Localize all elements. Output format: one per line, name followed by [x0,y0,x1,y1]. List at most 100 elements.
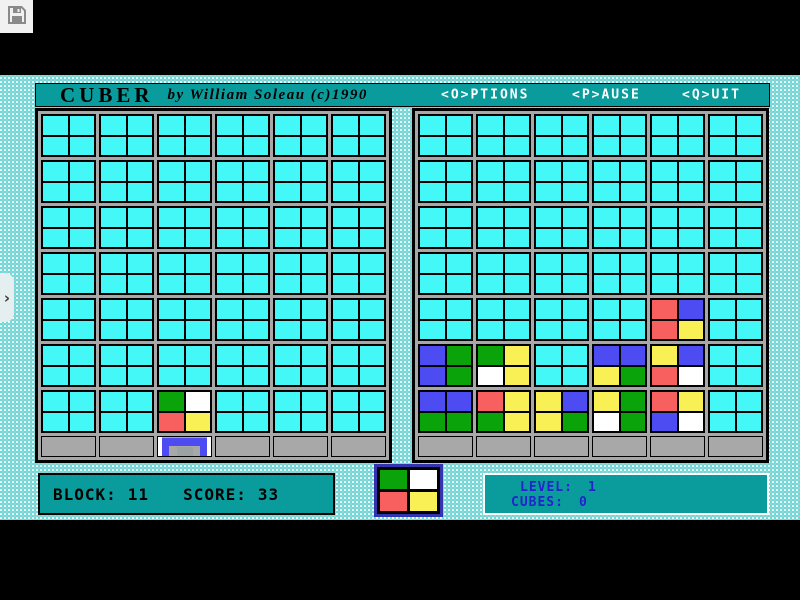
grid-cell [620,182,645,201]
grid-cell [69,412,94,431]
cubes-line: CUBES: 0 [511,495,767,510]
grid-cell [333,392,358,411]
block [650,206,705,249]
block [99,160,154,203]
block [476,252,531,295]
grid-cell [275,274,300,293]
game-title: CUBER [60,82,154,107]
grid-cell [736,162,761,181]
block [708,298,763,341]
grid-cell [275,392,300,411]
grid-cell [301,300,326,319]
grid-cell [185,392,210,411]
grid-cell [159,254,184,273]
grid-cell [301,366,326,385]
grid-cell [620,346,645,365]
menu-quit[interactable]: <Q>UIT [682,87,741,103]
grid-cell [101,412,126,431]
block [476,298,531,341]
grid-cell [594,300,619,319]
grid-cell [159,300,184,319]
grid-cell [736,274,761,293]
grid-cell [594,346,619,365]
grid-cell [101,346,126,365]
grid-cell [185,182,210,201]
save-button[interactable] [0,0,33,33]
grid-cell [69,208,94,227]
grid-cell [359,392,384,411]
grid-cell [359,208,384,227]
grid-cell [217,254,242,273]
board-left[interactable] [35,108,392,463]
level-value: 1 [587,480,597,495]
grid-cell [710,346,735,365]
grid-cell [301,136,326,155]
grid-cell [736,392,761,411]
block [331,206,386,249]
grid-cell [127,392,152,411]
grid-cell [101,274,126,293]
grid-cell [478,162,503,181]
block [708,252,763,295]
block [708,390,763,433]
block [99,298,154,341]
grid-cell [736,182,761,201]
menu-pause[interactable]: <P>AUSE [572,87,641,103]
grid-cell [678,116,703,135]
grid-cell [536,162,561,181]
block [418,298,473,341]
grid-cell [478,320,503,339]
grid-cell [594,320,619,339]
grid-cell [333,182,358,201]
grid-cell [127,274,152,293]
block [273,206,328,249]
side-panel-toggle[interactable]: › [0,273,14,322]
grid-cell [275,412,300,431]
grid-cell [446,412,471,431]
grid-cell [504,136,529,155]
grid-cell [333,228,358,247]
grid-cell [275,300,300,319]
grid-cell [420,346,445,365]
grid-cell [275,320,300,339]
grid-cell [101,320,126,339]
block-label: BLOCK: [53,484,117,504]
grid-cell [562,366,587,385]
block [650,344,705,387]
grid-cell [217,208,242,227]
grid-cell [185,300,210,319]
grid-cell [333,254,358,273]
grid-cell [536,300,561,319]
grid-cell [504,254,529,273]
grid-cell [536,346,561,365]
grid-cell [652,162,677,181]
grid-cell [333,274,358,293]
block [592,160,647,203]
grid-cell [333,320,358,339]
grid-cell [446,228,471,247]
grid-cell [536,320,561,339]
grid-cell [217,228,242,247]
block-value: 11 [127,484,150,504]
block [99,344,154,387]
grid-cell [159,346,184,365]
floppy-disk-icon [7,5,27,28]
grid-cell [446,136,471,155]
grid-cell [504,366,529,385]
grid-cell [101,300,126,319]
grid-cell [620,136,645,155]
grid-cell [127,136,152,155]
grid-cell [594,208,619,227]
grid-cell [43,182,68,201]
grid-cell [478,228,503,247]
grid-cell [478,182,503,201]
grid-cell [736,208,761,227]
grid-cell [359,366,384,385]
menu-options[interactable]: <O>PTIONS [441,87,530,103]
board-right[interactable] [412,108,769,463]
grid-cell [536,182,561,201]
grid-cell [380,492,407,511]
block [534,160,589,203]
grid-cell [446,254,471,273]
